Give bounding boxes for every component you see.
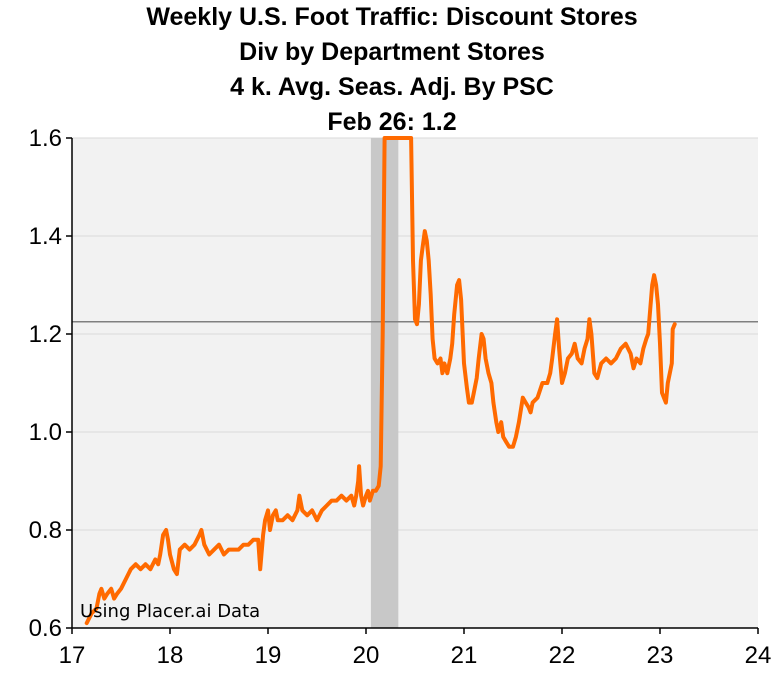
y-tick-label-2: 1.0 bbox=[29, 419, 62, 446]
x-tick-label-6: 23 bbox=[647, 642, 674, 669]
source-annotation: Using Placer.ai Data bbox=[80, 601, 260, 622]
axes bbox=[71, 138, 758, 629]
chart-title-line-2: Div by Department Stores bbox=[239, 38, 545, 66]
chart-title-line-3: 4 k. Avg. Seas. Adj. By PSC bbox=[230, 73, 554, 101]
plot-area bbox=[72, 138, 758, 628]
x-tick-label-3: 20 bbox=[353, 642, 380, 669]
x-tick-label-4: 21 bbox=[451, 642, 478, 669]
y-tick-label-0: 0.6 bbox=[29, 615, 62, 642]
x-tick-label-5: 22 bbox=[549, 642, 576, 669]
chart-title-line-4: Feb 26: 1.2 bbox=[327, 108, 457, 136]
gridlines bbox=[72, 137, 758, 531]
x-tick-label-0: 17 bbox=[59, 642, 86, 669]
chart-title-line-1: Weekly U.S. Foot Traffic: Discount Store… bbox=[146, 3, 638, 31]
y-tick-label-3: 1.2 bbox=[29, 321, 62, 348]
x-tick-label-1: 18 bbox=[157, 642, 184, 669]
x-tick-label-7: 24 bbox=[745, 642, 772, 669]
x-tick-label-2: 19 bbox=[255, 642, 282, 669]
y-tick-label-4: 1.4 bbox=[29, 223, 62, 250]
y-axis-ticks: 0.6 0.8 1.0 1.2 1.4 1.6 bbox=[29, 125, 72, 642]
x-axis-ticks: 17 18 19 20 21 22 23 24 bbox=[59, 628, 772, 669]
y-tick-label-1: 0.8 bbox=[29, 517, 62, 544]
y-tick-label-5: 1.6 bbox=[29, 125, 62, 152]
series-line bbox=[84, 136, 677, 626]
